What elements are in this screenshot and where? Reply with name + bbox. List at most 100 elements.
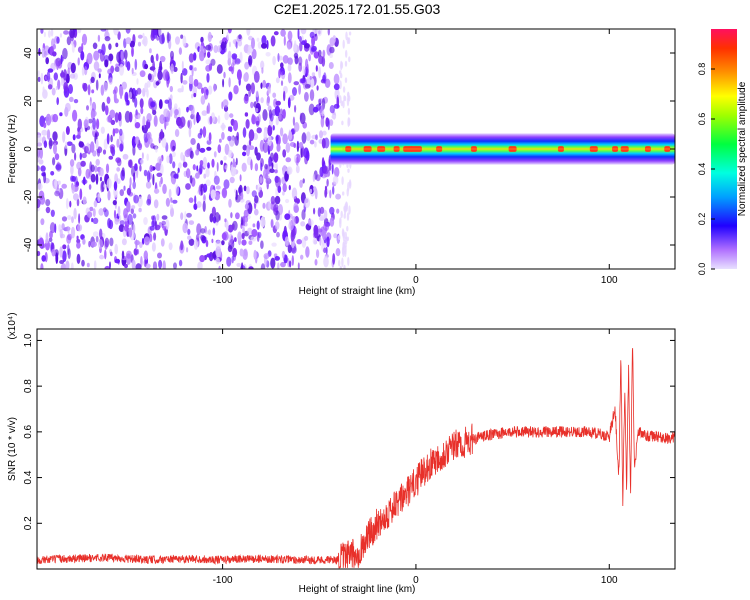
noise-blob <box>199 255 206 263</box>
noise-blob <box>332 253 336 265</box>
noise-blob <box>59 228 63 239</box>
noise-blob <box>207 51 211 58</box>
noise-blob <box>202 126 207 138</box>
noise-blob <box>327 118 330 131</box>
noise-blob <box>248 266 254 269</box>
noise-blob <box>63 82 69 92</box>
noise-blob <box>190 138 196 145</box>
noise-blob <box>257 41 262 49</box>
noise-blob <box>123 185 126 191</box>
y-tick-label: 40 <box>23 47 34 59</box>
noise-blob <box>61 183 67 189</box>
noise-blob <box>119 85 124 97</box>
noise-blob <box>182 161 188 168</box>
noise-blob <box>205 179 211 187</box>
noise-blob <box>151 220 155 228</box>
noise-blob <box>301 132 307 144</box>
noise-blob <box>124 263 128 269</box>
spectrogram-x-axis-label: Height of straight line (km) <box>299 286 416 297</box>
noise-blob <box>173 173 179 179</box>
noise-blob <box>45 199 51 207</box>
noise-blob <box>212 227 216 236</box>
noise-blob <box>91 89 95 94</box>
noise-blob <box>135 263 142 269</box>
noise-blob <box>182 35 187 48</box>
noise-blob <box>146 198 152 206</box>
noise-blob <box>158 136 161 144</box>
noise-blob <box>266 98 270 107</box>
noise-blob <box>134 163 138 172</box>
noise-blob <box>283 35 286 46</box>
noise-blob <box>340 73 343 79</box>
noise-blob <box>308 103 315 116</box>
noise-blob <box>155 146 158 153</box>
noise-blob <box>71 184 75 194</box>
noise-blob <box>119 128 123 136</box>
noise-blob <box>157 252 162 259</box>
noise-blob <box>168 153 173 165</box>
noise-blob <box>242 144 248 151</box>
noise-blob <box>197 114 201 122</box>
noise-blob <box>340 61 344 69</box>
noise-blob <box>257 183 261 193</box>
noise-blob <box>122 153 129 160</box>
noise-blob <box>107 190 111 201</box>
noise-blob <box>341 176 344 186</box>
noise-blob <box>93 260 97 269</box>
noise-blob <box>71 143 76 154</box>
noise-blob <box>170 63 174 74</box>
noise-blob <box>159 163 164 176</box>
noise-blob <box>295 156 299 166</box>
noise-blob <box>342 100 345 109</box>
noise-blob <box>77 167 82 177</box>
noise-blob <box>305 246 310 258</box>
noise-blob <box>282 149 287 158</box>
noise-blob <box>277 53 280 62</box>
noise-blob <box>212 251 217 259</box>
noise-blob <box>322 229 327 241</box>
noise-blob <box>177 107 181 117</box>
noise-blob <box>186 106 189 113</box>
noise-blob <box>200 228 206 234</box>
noise-blob <box>244 216 249 223</box>
noise-blob <box>50 29 54 37</box>
noise-blob <box>282 183 287 193</box>
snr-y-axis-label: SNR (10 * v/v) <box>7 417 18 481</box>
noise-blob <box>143 217 148 225</box>
noise-blob <box>244 222 248 227</box>
noise-blob <box>224 111 229 121</box>
noise-blob <box>220 160 224 166</box>
noise-blob <box>172 161 176 169</box>
noise-blob <box>296 239 303 245</box>
noise-blob <box>93 50 100 61</box>
noise-blob <box>186 168 191 179</box>
noise-blob <box>321 56 326 67</box>
noise-blob <box>37 250 41 257</box>
noise-blob <box>62 244 67 250</box>
noise-blob <box>264 163 268 170</box>
noise-blob <box>308 53 311 62</box>
noise-blob <box>133 248 138 256</box>
noise-blob <box>55 252 59 264</box>
noise-blob <box>236 262 241 267</box>
noise-blob <box>147 73 152 81</box>
noise-blob <box>142 115 146 128</box>
noise-blob <box>269 113 274 122</box>
noise-blob <box>178 47 182 55</box>
noise-blob <box>168 242 173 251</box>
noise-blob <box>325 246 328 255</box>
noise-blob <box>261 35 267 46</box>
noise-blob <box>205 89 209 96</box>
noise-blob <box>117 205 121 217</box>
colorbar-tick-label: 0.2 <box>697 213 707 226</box>
noise-blob <box>189 150 194 159</box>
noise-blob <box>253 249 257 260</box>
noise-blob <box>69 73 76 79</box>
noise-blob <box>206 73 210 83</box>
noise-blob <box>188 74 194 85</box>
noise-blob <box>151 242 156 252</box>
colorbar-tick-label: 0.6 <box>697 113 707 126</box>
colorbar-ticks: 0.0 0.2 0.4 0.6 0.8 <box>697 63 715 275</box>
noise-blob <box>51 248 56 257</box>
noise-blob <box>193 79 199 87</box>
